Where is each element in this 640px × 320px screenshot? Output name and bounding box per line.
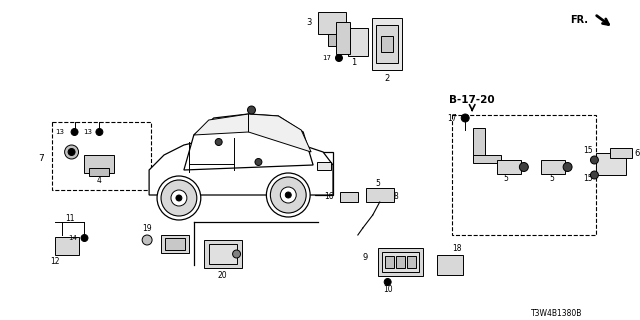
Circle shape <box>591 171 598 179</box>
Polygon shape <box>194 114 248 135</box>
Text: 17: 17 <box>322 55 331 61</box>
Circle shape <box>161 180 197 216</box>
Text: 16: 16 <box>324 191 334 201</box>
Text: 19: 19 <box>142 223 152 233</box>
Circle shape <box>81 235 88 242</box>
Bar <box>385 256 394 268</box>
Text: 4: 4 <box>97 175 102 185</box>
Circle shape <box>461 114 469 122</box>
Bar <box>317 162 331 170</box>
Bar <box>52 122 151 190</box>
Bar <box>596 153 626 175</box>
Circle shape <box>142 235 152 245</box>
Circle shape <box>591 156 598 164</box>
Bar <box>541 160 564 174</box>
Text: 13: 13 <box>56 129 65 135</box>
Bar <box>340 192 358 202</box>
Text: 6: 6 <box>634 148 639 157</box>
Text: 15: 15 <box>583 173 593 182</box>
Text: 11: 11 <box>65 213 74 222</box>
Bar <box>437 255 463 275</box>
Text: 15: 15 <box>583 146 593 155</box>
Circle shape <box>96 129 103 135</box>
Circle shape <box>157 176 201 220</box>
Text: 18: 18 <box>452 244 462 252</box>
Text: 7: 7 <box>38 154 44 163</box>
Bar <box>204 240 241 268</box>
Circle shape <box>270 177 306 213</box>
Polygon shape <box>184 114 313 170</box>
Circle shape <box>563 163 572 172</box>
Bar <box>328 34 338 46</box>
Bar <box>315 152 333 195</box>
Bar <box>209 244 237 264</box>
Circle shape <box>255 158 262 165</box>
Bar <box>84 155 115 173</box>
Bar <box>473 128 485 160</box>
Bar <box>372 18 401 70</box>
Circle shape <box>232 250 241 258</box>
Circle shape <box>280 187 296 203</box>
Circle shape <box>248 106 255 114</box>
Bar <box>497 160 521 174</box>
Bar <box>90 168 109 176</box>
Circle shape <box>68 148 75 156</box>
Text: 12: 12 <box>50 258 60 267</box>
Polygon shape <box>248 114 311 152</box>
Text: T3W4B1380B: T3W4B1380B <box>531 308 582 317</box>
Bar <box>378 248 424 276</box>
Text: 2: 2 <box>384 74 389 83</box>
Bar <box>452 115 596 235</box>
Text: 20: 20 <box>218 270 227 279</box>
Bar <box>348 28 368 56</box>
Bar <box>366 188 394 202</box>
Text: B-17-20: B-17-20 <box>449 95 495 105</box>
Text: 14: 14 <box>68 235 77 241</box>
Text: 13: 13 <box>83 129 92 135</box>
Circle shape <box>520 163 529 172</box>
Text: 5: 5 <box>504 173 508 182</box>
Circle shape <box>171 190 187 206</box>
Bar <box>161 235 189 253</box>
Circle shape <box>335 54 342 61</box>
Text: 5: 5 <box>375 179 380 188</box>
Text: 10: 10 <box>383 285 392 294</box>
Bar <box>318 12 346 34</box>
Bar <box>336 22 350 54</box>
Text: 8: 8 <box>393 191 398 201</box>
Bar <box>406 256 415 268</box>
Text: 17: 17 <box>447 114 457 123</box>
Circle shape <box>176 195 182 201</box>
Circle shape <box>266 173 310 217</box>
Bar <box>381 252 419 272</box>
Polygon shape <box>149 138 333 195</box>
Circle shape <box>285 192 291 198</box>
Bar <box>611 148 632 158</box>
Bar <box>473 155 501 163</box>
Text: 5: 5 <box>549 173 554 182</box>
Circle shape <box>65 145 79 159</box>
Bar <box>165 238 185 250</box>
Bar <box>54 237 79 255</box>
Bar <box>376 25 397 63</box>
Bar <box>381 36 392 52</box>
Circle shape <box>384 278 391 285</box>
Circle shape <box>215 139 222 146</box>
Text: FR.: FR. <box>570 15 588 25</box>
Text: 3: 3 <box>307 18 312 27</box>
Bar <box>396 256 404 268</box>
Circle shape <box>71 129 78 135</box>
Text: 1: 1 <box>351 58 356 67</box>
Text: 9: 9 <box>362 253 368 262</box>
